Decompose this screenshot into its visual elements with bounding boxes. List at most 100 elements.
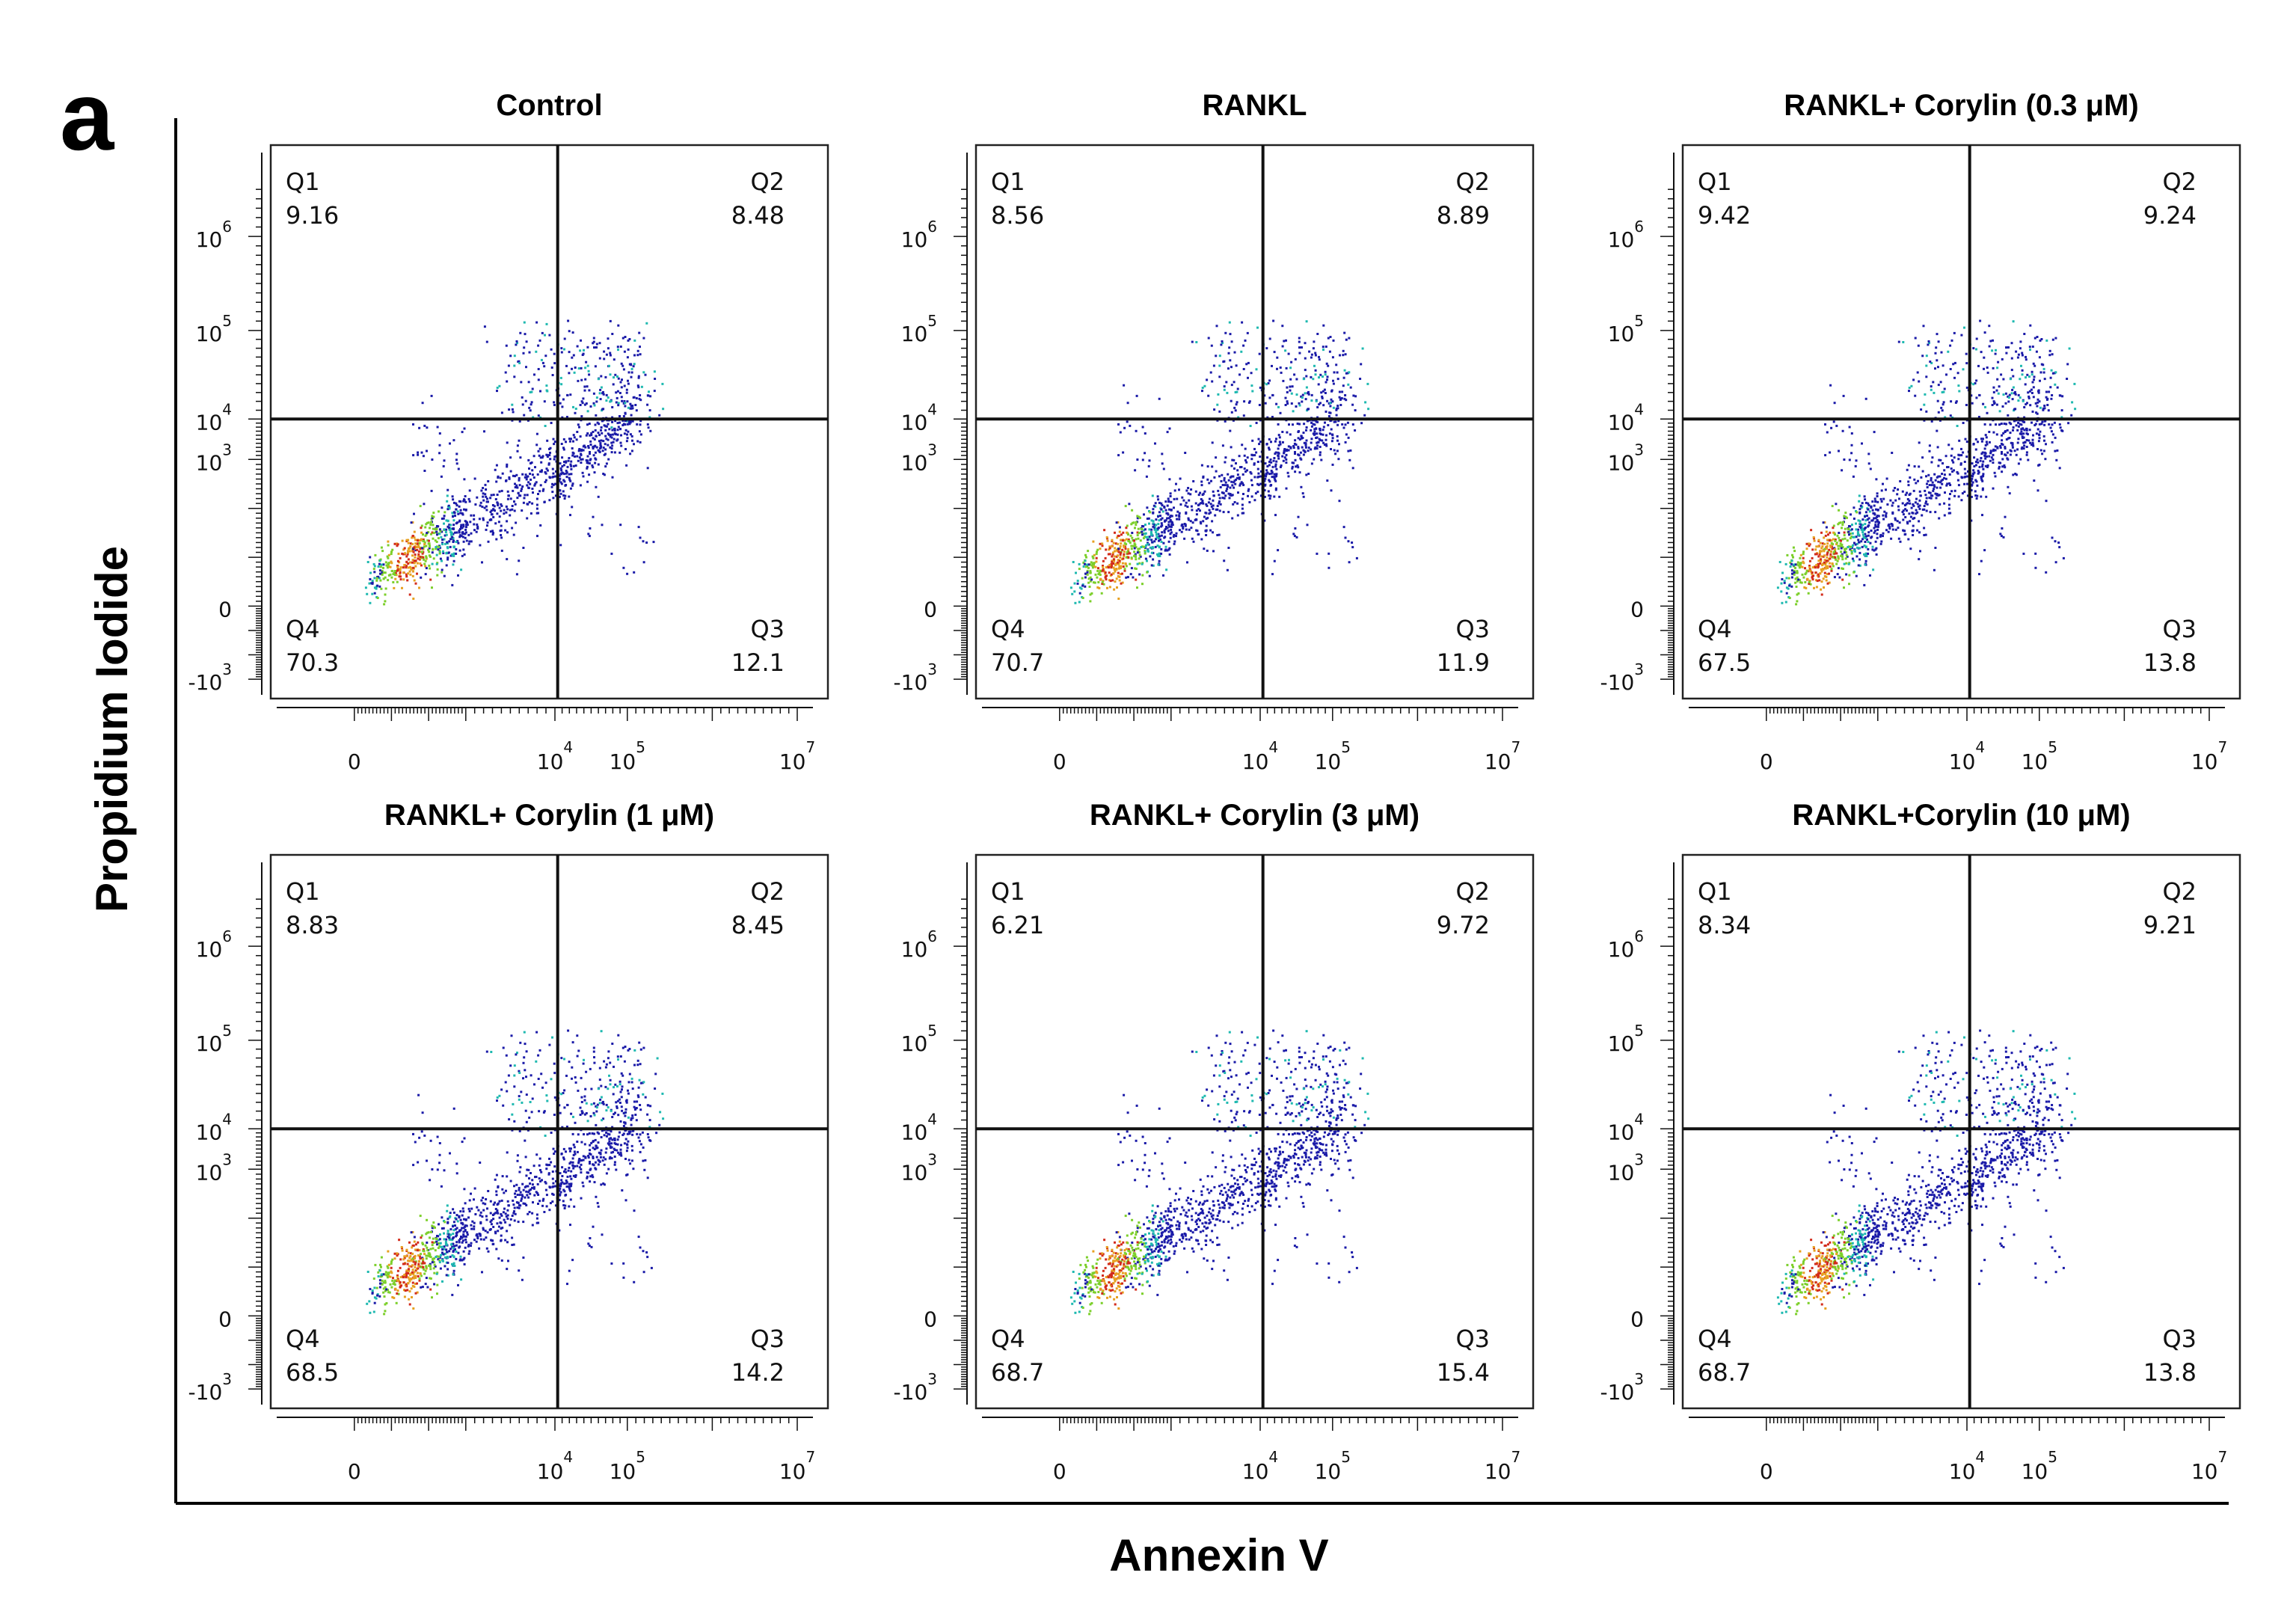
event-point <box>1957 495 1960 498</box>
event-point <box>425 556 428 559</box>
event-point <box>1958 390 1961 393</box>
event-point <box>579 404 582 406</box>
event-point <box>585 402 588 405</box>
event-point <box>1301 492 1304 495</box>
event-point <box>593 346 595 349</box>
event-point <box>1331 437 1334 440</box>
event-point <box>1168 525 1171 528</box>
event-point <box>1277 444 1280 447</box>
event-point <box>1089 571 1092 574</box>
event-point <box>605 462 608 465</box>
event-point <box>405 565 408 568</box>
event-point <box>438 432 441 435</box>
event-point <box>476 496 479 499</box>
event-point <box>1980 452 1983 455</box>
event-point <box>1949 512 1952 515</box>
event-point <box>1206 504 1209 507</box>
event-point <box>1925 497 1928 500</box>
event-point <box>425 567 428 570</box>
event-point <box>1321 396 1324 399</box>
event-point <box>420 576 423 579</box>
event-point <box>1904 516 1907 518</box>
event-point <box>1173 533 1176 536</box>
event-point <box>381 571 384 574</box>
event-point <box>1260 470 1262 473</box>
event-point <box>1292 447 1295 450</box>
event-point <box>464 495 467 497</box>
event-point <box>1144 533 1147 536</box>
event-point <box>410 568 413 570</box>
event-point <box>1805 542 1808 545</box>
event-point <box>1949 368 1952 370</box>
event-point <box>1841 553 1844 556</box>
event-point <box>401 552 404 555</box>
event-point <box>1274 488 1277 491</box>
event-point <box>2054 561 2057 564</box>
event-point <box>553 1153 556 1156</box>
event-point <box>535 481 538 484</box>
event-point <box>1265 469 1268 472</box>
event-point <box>2054 371 2057 374</box>
event-point <box>1274 452 1277 455</box>
event-point <box>1849 548 1852 551</box>
event-point <box>1367 408 1370 411</box>
event-point <box>432 512 435 515</box>
event-point <box>1949 344 1952 347</box>
event-point <box>1855 555 1858 558</box>
event-point <box>1923 534 1926 536</box>
event-point <box>535 503 538 506</box>
event-point <box>1880 540 1883 543</box>
event-point <box>535 321 538 324</box>
event-point <box>1888 527 1891 530</box>
event-point <box>1841 568 1844 570</box>
event-point <box>2000 535 2003 538</box>
event-point <box>1897 488 1900 491</box>
event-point <box>1161 517 1164 520</box>
event-point <box>506 465 509 468</box>
event-point <box>571 447 574 450</box>
event-point <box>1257 438 1260 441</box>
event-point <box>639 423 642 426</box>
event-point <box>2037 440 2040 443</box>
event-point <box>1307 473 1310 475</box>
event-point <box>595 485 598 488</box>
event-point <box>1361 347 1364 350</box>
event-point <box>2031 441 2034 444</box>
event-point <box>1965 352 1968 355</box>
event-point <box>1845 562 1848 565</box>
event-point <box>567 319 570 322</box>
event-point <box>1121 572 1123 575</box>
event-point <box>1871 548 1874 551</box>
event-point <box>1909 547 1912 550</box>
event-point <box>1121 581 1124 584</box>
event-point <box>522 547 525 549</box>
event-point <box>1870 519 1873 522</box>
event-point <box>1263 489 1266 491</box>
event-point <box>599 398 602 401</box>
event-point <box>1986 466 1989 468</box>
event-point <box>378 585 381 588</box>
event-point <box>622 368 625 371</box>
event-point <box>1250 372 1253 375</box>
event-point <box>1225 381 1228 384</box>
event-point <box>1347 450 1350 452</box>
event-point <box>1980 478 1983 481</box>
event-point <box>435 528 438 530</box>
event-point <box>560 469 563 472</box>
event-point <box>2042 408 2045 411</box>
event-point <box>1876 533 1879 536</box>
event-point <box>1325 434 1327 437</box>
event-point <box>391 1279 394 1282</box>
event-point <box>2042 371 2045 374</box>
event-point <box>1287 352 1290 355</box>
event-point <box>1916 511 1919 514</box>
event-point <box>2036 398 2039 401</box>
event-point <box>1233 458 1236 461</box>
event-point <box>375 587 378 590</box>
event-point <box>1184 504 1187 507</box>
event-point <box>1144 549 1147 552</box>
event-point <box>420 524 423 527</box>
event-point <box>2034 566 2037 569</box>
event-point <box>1120 539 1123 541</box>
event-point <box>1354 395 1357 398</box>
